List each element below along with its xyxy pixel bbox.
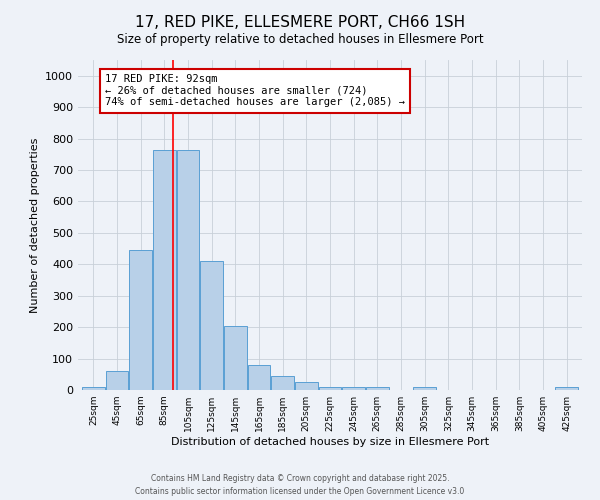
Text: Size of property relative to detached houses in Ellesmere Port: Size of property relative to detached ho… [116, 32, 484, 46]
Bar [153, 150, 176, 390]
Y-axis label: Number of detached properties: Number of detached properties [29, 138, 40, 312]
Bar [319, 387, 341, 390]
Text: 17 RED PIKE: 92sqm
← 26% of detached houses are smaller (724)
74% of semi-detach: 17 RED PIKE: 92sqm ← 26% of detached hou… [105, 74, 405, 108]
Bar [177, 150, 199, 390]
Bar [271, 376, 294, 390]
Bar [556, 388, 578, 390]
Bar [295, 382, 317, 390]
Bar [106, 370, 128, 390]
Bar [130, 250, 152, 390]
X-axis label: Distribution of detached houses by size in Ellesmere Port: Distribution of detached houses by size … [171, 437, 489, 447]
Text: Contains HM Land Registry data © Crown copyright and database right 2025.
Contai: Contains HM Land Registry data © Crown c… [136, 474, 464, 496]
Bar [200, 261, 223, 390]
Bar [248, 366, 270, 390]
Bar [366, 387, 389, 390]
Bar [82, 387, 104, 390]
Text: 17, RED PIKE, ELLESMERE PORT, CH66 1SH: 17, RED PIKE, ELLESMERE PORT, CH66 1SH [135, 15, 465, 30]
Bar [343, 387, 365, 390]
Bar [413, 387, 436, 390]
Bar [224, 326, 247, 390]
